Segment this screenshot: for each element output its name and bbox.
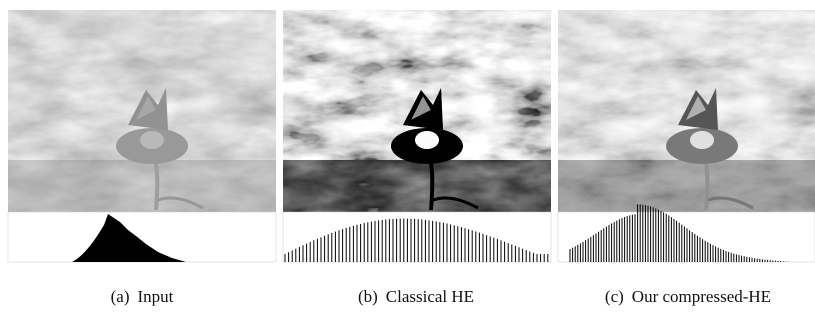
caption-text: Our compressed-HE: [632, 287, 771, 306]
caption-label: (b): [358, 287, 378, 306]
panel-image: [283, 10, 551, 212]
panel-image: [558, 10, 815, 212]
caption-text: Classical HE: [386, 287, 474, 306]
caption-text: Input: [137, 287, 173, 306]
figure: (a) Input (b) Classical HE (c) Our compress…: [0, 0, 815, 314]
caption: (c) Our compressed-HE: [605, 287, 771, 306]
caption: (a) Input: [111, 287, 174, 306]
caption: (b) Classical HE: [358, 287, 474, 306]
caption-label: (a): [111, 287, 130, 306]
caption-label: (c): [605, 287, 624, 306]
page: (a) Input (b) Classical HE (c) Our compress…: [0, 0, 815, 314]
histogram-frame: [283, 212, 551, 262]
panel-image: [8, 10, 276, 212]
